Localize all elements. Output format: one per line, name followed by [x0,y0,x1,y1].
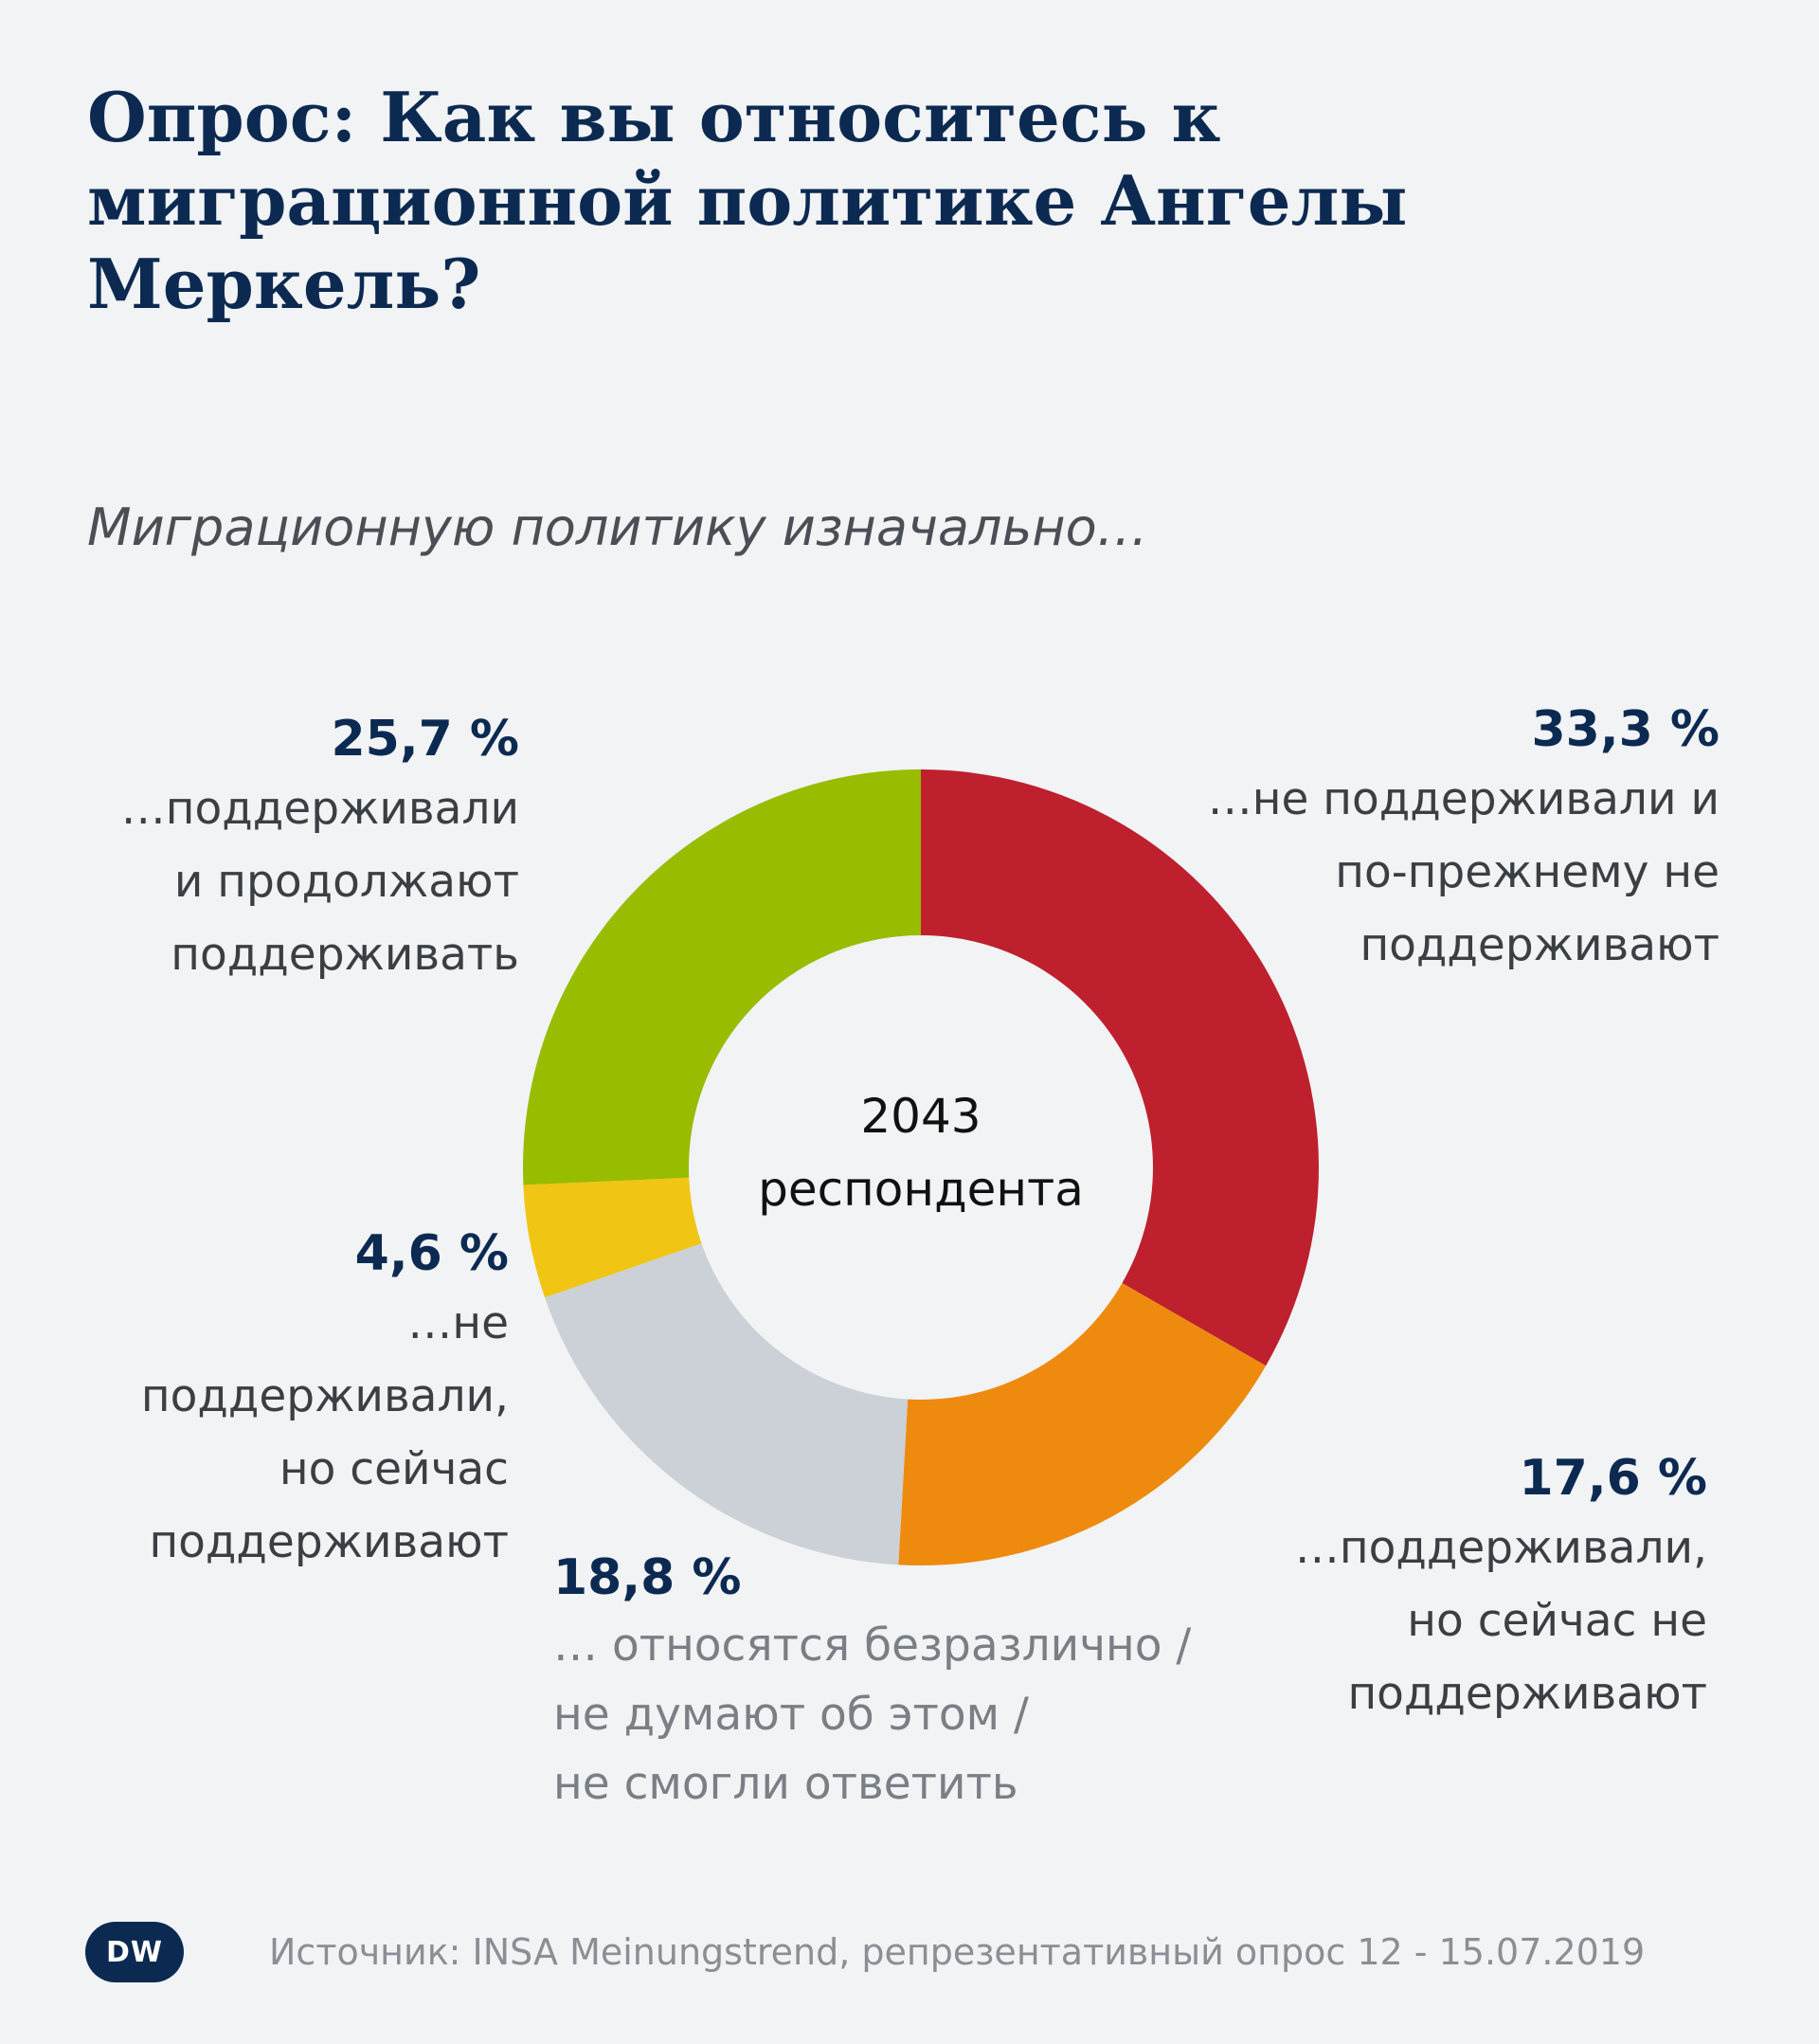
chart-subtitle: Миграционную политику изначально… [87,497,1148,557]
footer: DW Источник: INSA Meinungstrend, репрезе… [85,1922,1645,1982]
red-slice-percent: 33,3 % [1531,701,1720,758]
yellow-slice-desc-line: поддерживают [149,1516,509,1568]
label-grey-slice: 18,8 % … относятся безразлично / не дума… [553,1545,1191,1818]
green-slice-percent: 25,7 % [331,711,519,768]
green-slice-desc-line: и продолжают [173,856,519,908]
yellow-slice-desc-line: поддерживали, [140,1370,509,1422]
donut-slice-orange [898,1283,1267,1565]
orange-slice-desc-line: …поддерживали, [1294,1522,1707,1574]
grey-slice-desc-line: … относятся безразлично / [553,1619,1192,1672]
donut-slice-yellow [523,1177,702,1298]
donut-slice-green [523,769,921,1185]
orange-slice-desc-line: поддерживают [1347,1668,1707,1720]
orange-slice-percent: 17,6 % [1519,1450,1707,1507]
grey-slice-desc-line: не думают об этом / [553,1689,1029,1741]
red-slice-desc-line: поддерживают [1360,919,1720,971]
label-green-slice: 25,7 % …поддерживали и продолжают поддер… [121,706,519,991]
label-orange-slice: 17,6 % …поддерживали, но сейчас не подде… [1295,1445,1707,1730]
grey-slice-desc-line: не смогли ответить [553,1758,1018,1810]
yellow-slice-desc-line: но сейчас [279,1443,509,1495]
chart-title: Опрос: Как вы относитесь к миграционной … [87,77,1408,324]
respondent-unit: респондента [758,1162,1084,1217]
donut-slice-grey [545,1243,909,1565]
orange-slice-desc-line: но сейчас не [1407,1595,1707,1647]
label-yellow-slice: 4,6 % …не поддерживали, но сейчас поддер… [141,1221,509,1579]
donut-slices [523,769,1319,1565]
yellow-slice-desc-line: …не [407,1297,509,1349]
source-note: Источник: INSA Meinungstrend, репрезента… [269,1931,1646,1973]
donut-slice-red [921,769,1319,1366]
red-slice-desc-line: по-прежнему не [1335,846,1720,898]
red-slice-desc-line: …не поддерживали и [1207,773,1720,825]
yellow-slice-percent: 4,6 % [354,1225,509,1282]
respondent-count: 2043 [860,1089,981,1144]
grey-slice-percent: 18,8 % [553,1549,742,1606]
green-slice-desc-line: …поддерживали [120,783,519,835]
dw-logo: DW [85,1922,184,1982]
label-red-slice: 33,3 % …не поддерживали и по-прежнему не… [1208,696,1720,982]
green-slice-desc-line: поддерживать [171,929,519,981]
